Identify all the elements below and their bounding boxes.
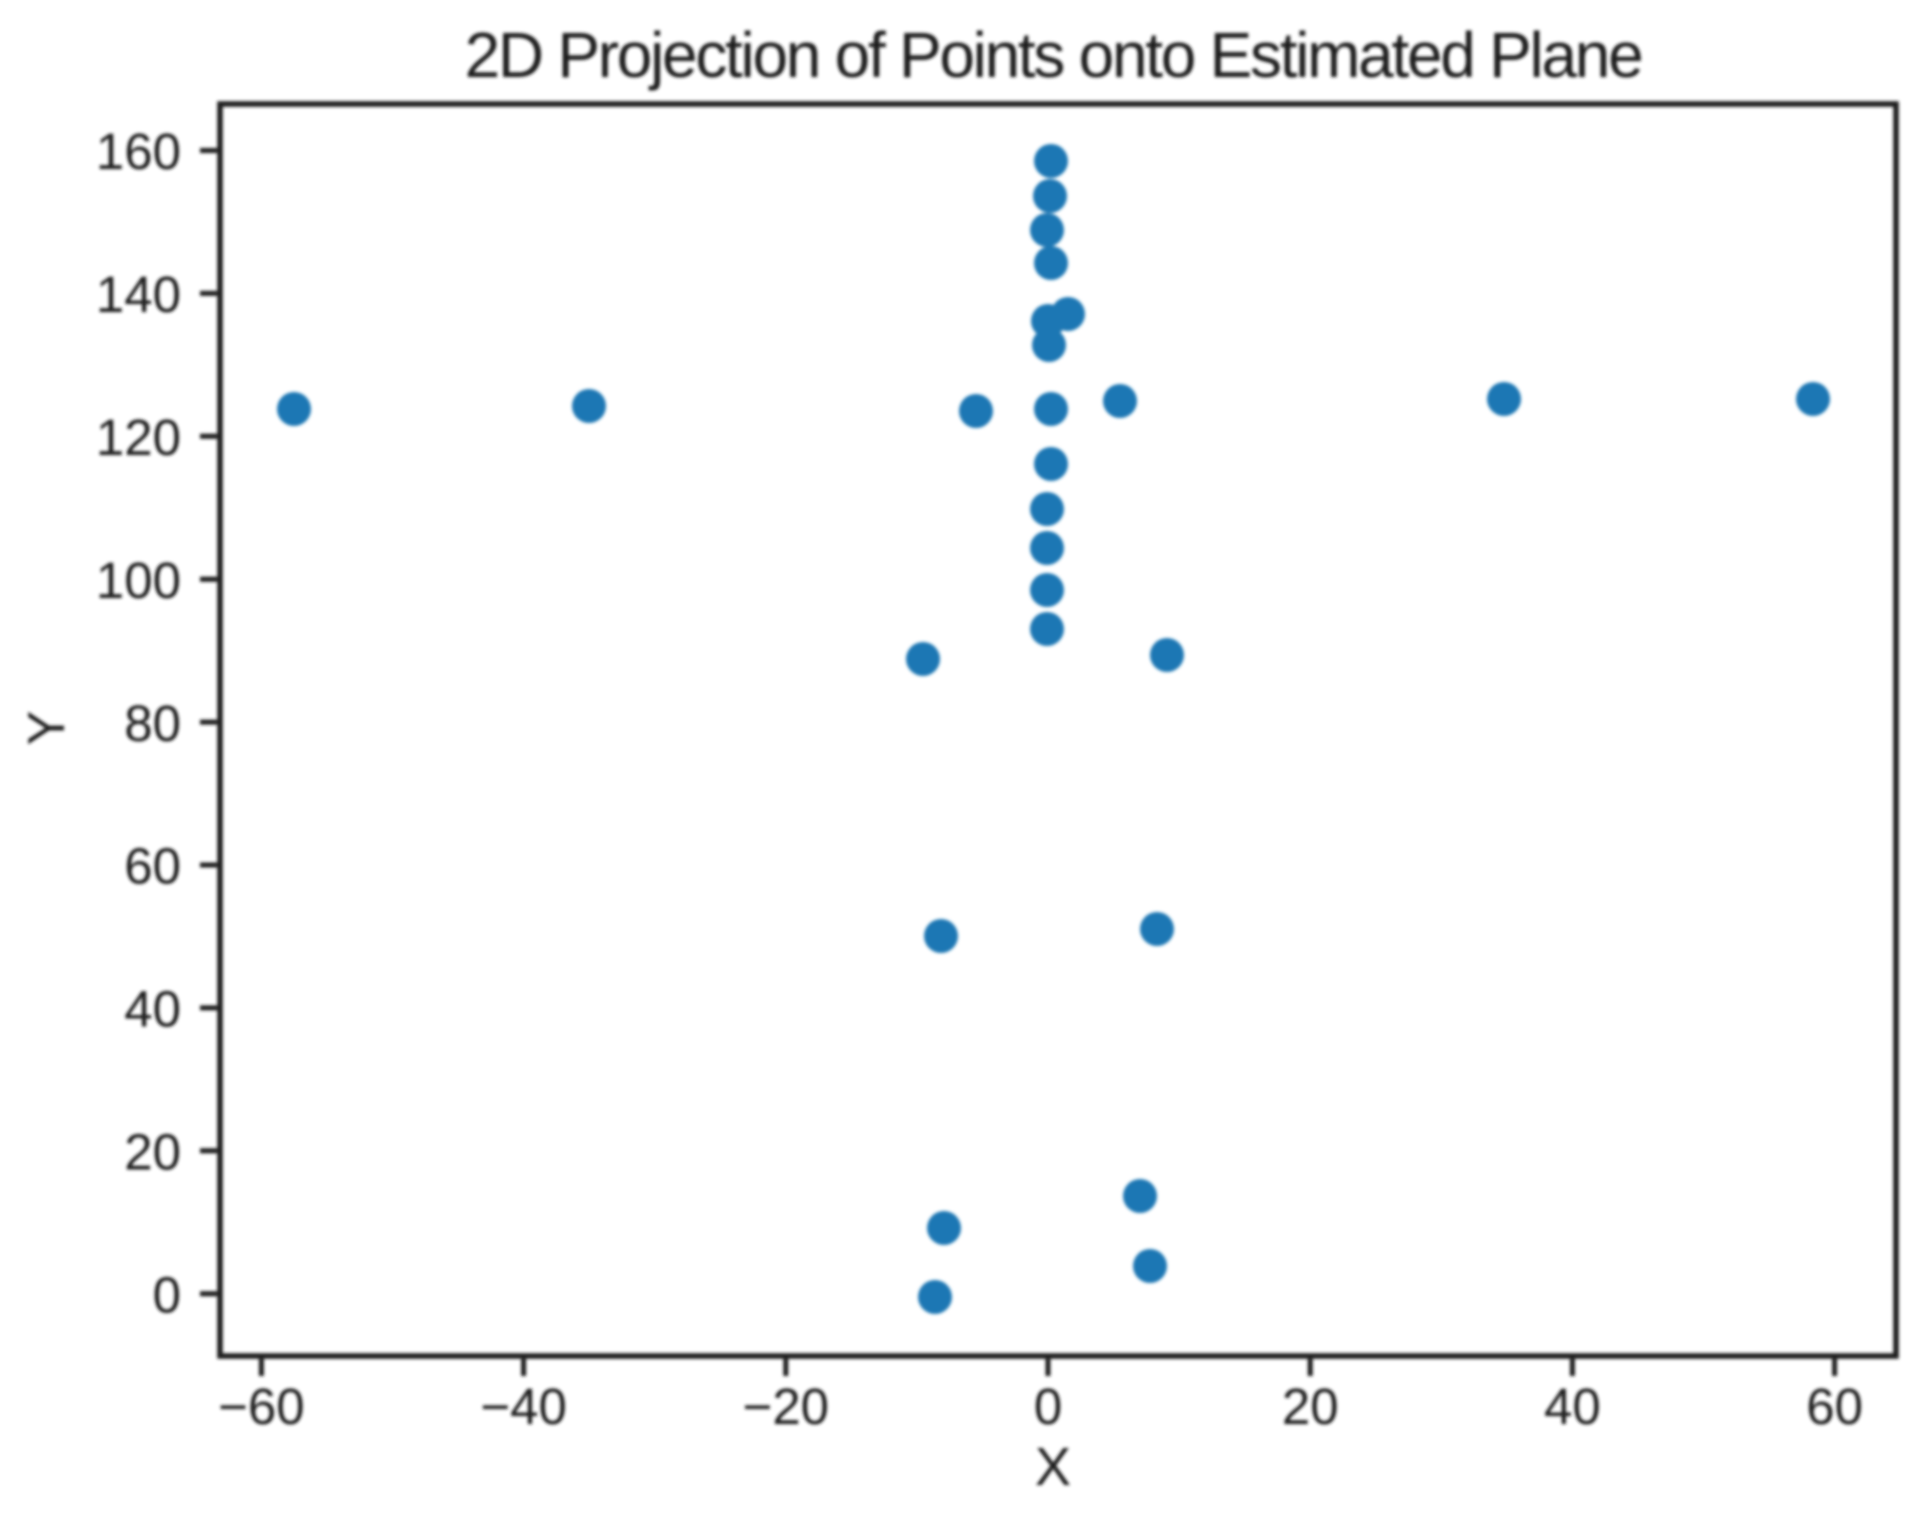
- svg-text:−20: −20: [743, 1378, 830, 1435]
- svg-text:Y: Y: [18, 711, 76, 746]
- svg-text:0: 0: [1034, 1378, 1062, 1435]
- svg-text:120: 120: [96, 409, 181, 466]
- svg-text:0: 0: [153, 1266, 181, 1323]
- svg-text:60: 60: [124, 838, 181, 895]
- svg-text:X: X: [1035, 1437, 1071, 1497]
- svg-text:−40: −40: [480, 1378, 567, 1435]
- svg-text:−60: −60: [218, 1378, 305, 1435]
- svg-text:2D Projection of Points onto E: 2D Projection of Points onto Estimated P…: [465, 19, 1642, 91]
- svg-text:20: 20: [124, 1124, 181, 1181]
- svg-text:100: 100: [96, 552, 181, 609]
- svg-text:140: 140: [96, 266, 181, 323]
- svg-text:40: 40: [1544, 1378, 1601, 1435]
- svg-text:80: 80: [124, 695, 181, 752]
- svg-text:160: 160: [96, 123, 181, 180]
- svg-text:40: 40: [124, 981, 181, 1038]
- svg-text:60: 60: [1806, 1378, 1863, 1435]
- svg-text:20: 20: [1282, 1378, 1339, 1435]
